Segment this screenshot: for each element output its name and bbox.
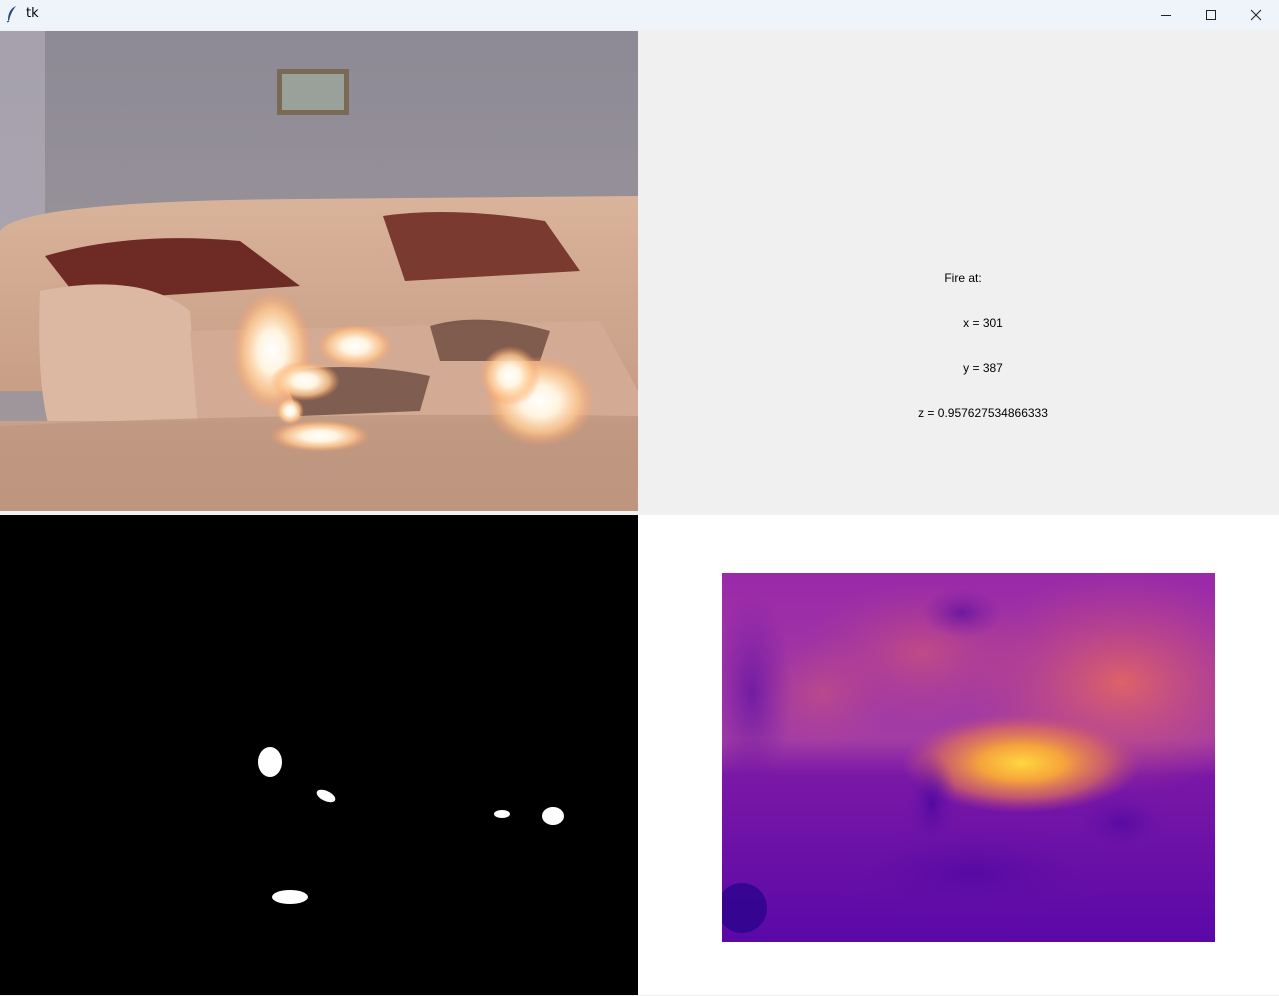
mask-blob bbox=[542, 807, 564, 825]
minimize-icon bbox=[1160, 9, 1172, 21]
fire-info-panel: Fire at: x = 301 y = 387 z = 0.957627534… bbox=[638, 31, 1279, 515]
fire-mask bbox=[0, 515, 638, 995]
close-button[interactable] bbox=[1233, 0, 1279, 30]
depth-map bbox=[722, 573, 1215, 942]
minimize-button[interactable] bbox=[1143, 0, 1189, 30]
mask-blob bbox=[494, 810, 510, 818]
window-title: tk bbox=[26, 6, 39, 21]
fire-mask-image bbox=[0, 515, 638, 995]
title-bar[interactable]: tk bbox=[0, 0, 1279, 30]
depth-map-image bbox=[722, 573, 1215, 942]
camera-frame bbox=[0, 31, 638, 511]
maximize-icon bbox=[1205, 9, 1217, 21]
mask-blob bbox=[258, 747, 282, 777]
mask-blob bbox=[316, 789, 336, 803]
tk-feather-icon bbox=[6, 5, 18, 23]
camera-frame-image bbox=[0, 31, 638, 511]
mask-blob bbox=[272, 890, 308, 904]
close-icon bbox=[1250, 9, 1262, 21]
fire-heading: Fire at: bbox=[944, 271, 982, 285]
depth-panel bbox=[638, 515, 1279, 995]
fire-z-value: z = 0.957627534866333 bbox=[918, 406, 1048, 420]
maximize-button[interactable] bbox=[1188, 0, 1234, 30]
fire-y-value: y = 387 bbox=[963, 361, 1003, 375]
fire-info-text: Fire at: x = 301 y = 387 z = 0.957627534… bbox=[638, 241, 1279, 451]
fire-x-value: x = 301 bbox=[963, 316, 1003, 330]
